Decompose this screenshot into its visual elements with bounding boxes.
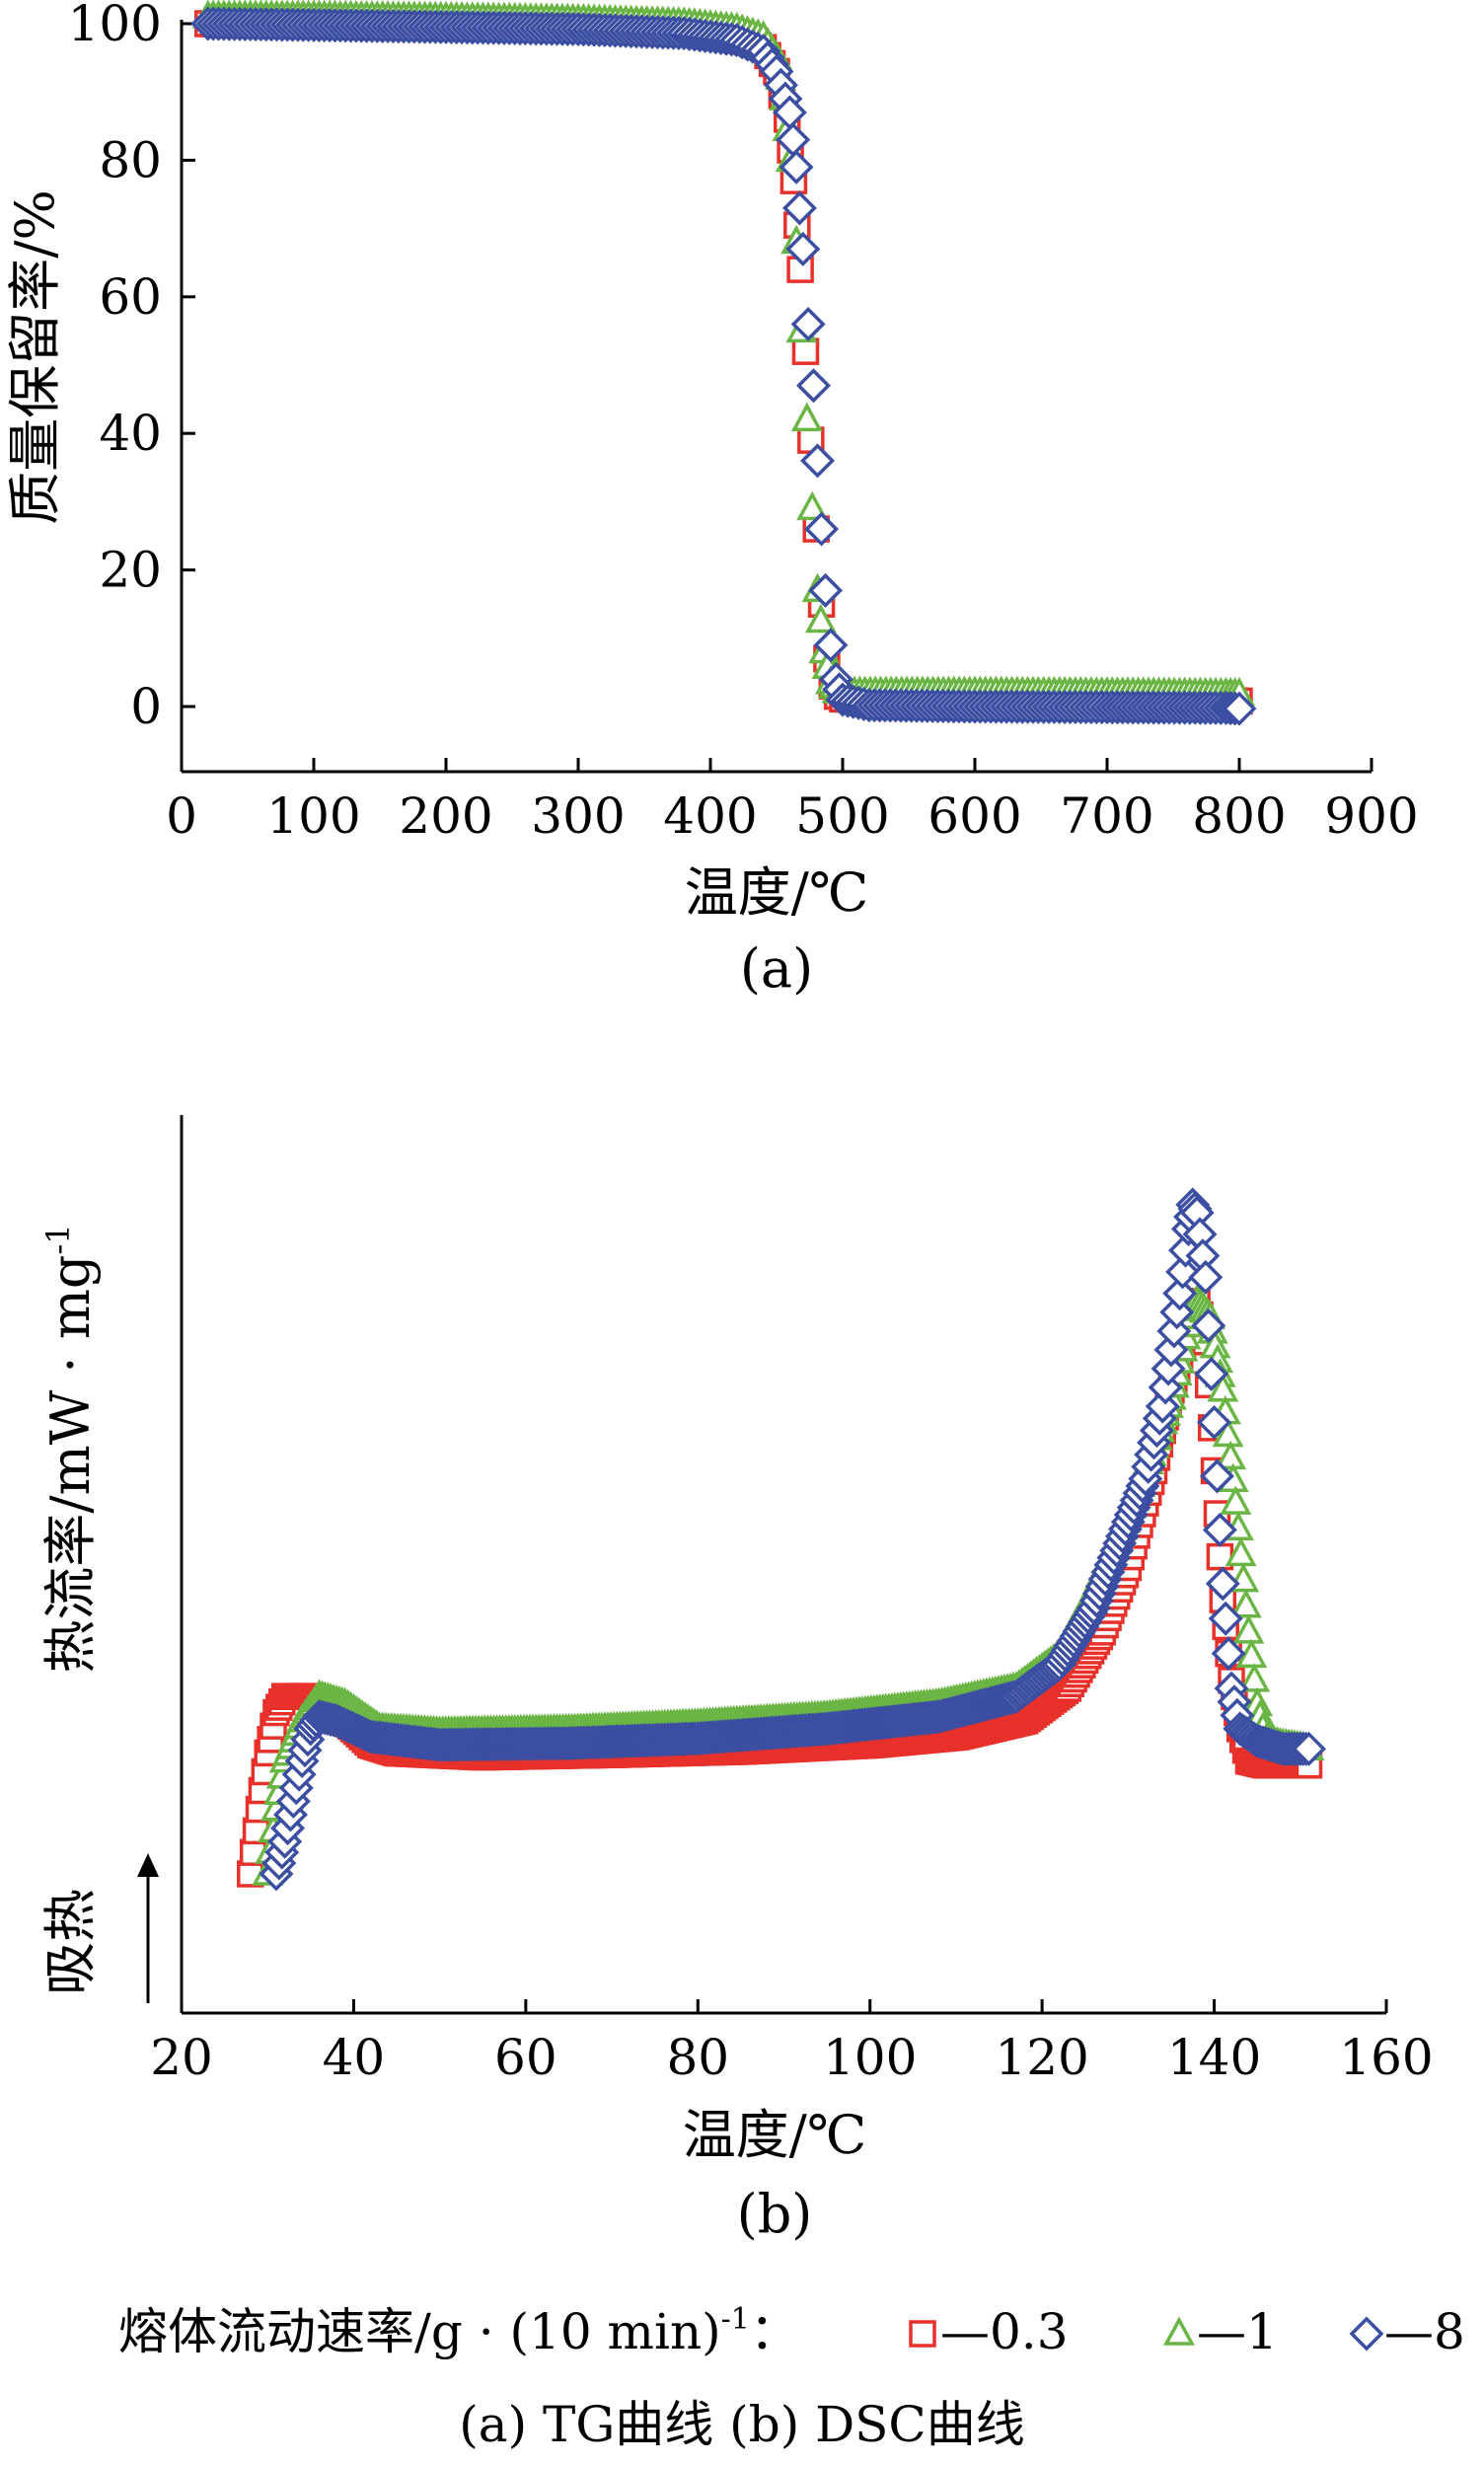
x-tick-label: 400 — [663, 787, 757, 845]
panel-b-tick-labels: 20 40 60 80 100 120 140 160 — [150, 2029, 1434, 2086]
data-point — [800, 443, 836, 479]
data-point — [1197, 1404, 1232, 1440]
legend-entries: —0.3 —1 —8 — [909, 2303, 1465, 2360]
panel-b-dsc-chart: 20 40 60 80 100 120 140 160 温度/℃ 热流率/mW · mg-1 … — [39, 1115, 1434, 2245]
data-point — [1202, 1512, 1237, 1547]
legend-entry-0.3: —0.3 — [909, 2303, 1069, 2360]
x-tick-label: 80 — [666, 2029, 729, 2086]
y-tick-label: 40 — [99, 405, 162, 462]
x-tick-label: 800 — [1192, 787, 1286, 845]
legend: 熔体流动速率/g · (10 min)-1： —0.3 —1 —8 — [118, 2302, 1465, 2360]
panel-a-label: (a) — [740, 937, 813, 1000]
series-1 — [191, 0, 1255, 707]
x-tick-label: 20 — [150, 2029, 213, 2086]
panel-b-x-axis-title: 温度/℃ — [683, 2104, 867, 2166]
data-point — [804, 603, 837, 634]
x-tick-label: 100 — [823, 2029, 917, 2086]
legend-label: —8 — [1384, 2303, 1465, 2360]
data-point — [1194, 1356, 1229, 1391]
x-tick-label: 0 — [166, 787, 197, 845]
legend-entry-1: —1 — [1163, 2303, 1278, 2360]
panel-b-y-axis-title-sup: -1 — [39, 1224, 77, 1254]
data-point — [790, 307, 826, 341]
x-tick-label: 100 — [266, 787, 360, 845]
x-tick-label: 40 — [323, 2029, 386, 2086]
data-point — [1188, 1259, 1224, 1295]
data-point — [1222, 691, 1257, 726]
data-point — [785, 231, 821, 266]
data-point — [813, 628, 849, 663]
legend-marker-square — [909, 2320, 936, 2348]
data-point — [1205, 1566, 1240, 1602]
endotherm-indicator: 吸热 — [39, 1853, 159, 2003]
y-tick-label: 100 — [68, 0, 162, 52]
data-point — [1229, 1589, 1262, 1618]
legend-marker-triangle — [1163, 2316, 1195, 2346]
legend-separator: ： — [750, 2303, 799, 2360]
x-tick-label: 500 — [795, 787, 889, 845]
x-tick-label: 160 — [1339, 2029, 1433, 2086]
series-0.3 — [194, 10, 1253, 715]
data-point — [1162, 1276, 1198, 1311]
figure-caption: (a) TG曲线 (b) DSC曲线 — [459, 2396, 1024, 2453]
data-point — [1207, 1373, 1239, 1402]
x-tick-label: 120 — [995, 2029, 1088, 2086]
panel-a-series — [190, 0, 1257, 726]
panel-a-x-axis-title: 温度/℃ — [685, 861, 869, 924]
x-tick-label: 140 — [1167, 2029, 1261, 2086]
data-point — [791, 337, 820, 365]
data-point — [796, 368, 831, 404]
y-tick-label: 20 — [99, 542, 162, 599]
y-tick-label: 80 — [99, 131, 162, 188]
data-point — [790, 402, 823, 432]
legend-entry-8: —8 — [1349, 2303, 1465, 2360]
series-8 — [259, 1187, 1326, 1892]
legend-marker-diamond — [1349, 2316, 1384, 2352]
data-point — [1292, 1731, 1326, 1766]
data-point — [779, 149, 814, 185]
x-tick-label: 900 — [1324, 787, 1418, 845]
data-point — [1232, 1614, 1265, 1644]
data-point — [1220, 1485, 1252, 1515]
legend-label: —1 — [1197, 2303, 1278, 2360]
y-tick-label: 60 — [99, 268, 162, 326]
data-point — [1208, 1601, 1243, 1636]
panel-a-y-axis-title: 质量保留率/% — [4, 189, 66, 525]
data-point — [1211, 1636, 1246, 1672]
legend-label: —0.3 — [940, 2303, 1069, 2360]
x-tick-label: 60 — [494, 2029, 557, 2086]
panel-a-ticks — [180, 22, 1373, 772]
x-tick-label: 300 — [531, 787, 625, 845]
data-point — [781, 190, 817, 226]
legend-title: 熔体流动速率/g · (10 min)-1： — [118, 2302, 799, 2360]
data-point — [1200, 1458, 1234, 1494]
data-point — [1165, 1254, 1201, 1290]
panel-a-tg-chart: 0 100 200 300 400 500 600 700 800 900 0 20 40 60 80 100… — [4, 0, 1419, 1000]
legend-title-sup: -1 — [721, 2302, 750, 2337]
panel-b-y-axis-title: 热流率/mW · mg-1 — [39, 1224, 102, 1673]
x-tick-label: 200 — [399, 787, 492, 845]
panel-a-tick-labels: 0 100 200 300 400 500 600 700 800 900 0 20 40 60 80 100 — [68, 0, 1419, 845]
series-8 — [190, 6, 1257, 726]
data-point — [1238, 1663, 1271, 1692]
data-point — [808, 572, 844, 608]
panel-b-series — [237, 1187, 1326, 1892]
panel-b-label: (b) — [737, 2183, 813, 2245]
x-tick-label: 600 — [928, 787, 1021, 845]
y-tick-label: 0 — [130, 678, 162, 735]
data-point — [1235, 1638, 1268, 1669]
data-point — [1191, 1307, 1226, 1343]
panel-b-ticks — [180, 1999, 1388, 2013]
x-tick-label: 700 — [1060, 787, 1153, 845]
data-point — [1224, 1536, 1257, 1567]
data-point — [804, 511, 840, 547]
legend-title-main: 熔体流动速率/g · (10 min) — [118, 2303, 721, 2360]
panel-b-y-axis-title-main: 热流率/mW · mg — [39, 1255, 102, 1674]
data-point — [1215, 1440, 1247, 1470]
endotherm-label: 吸热 — [39, 1889, 102, 1995]
endotherm-arrow-head-icon — [137, 1853, 159, 1877]
data-point — [796, 490, 829, 521]
data-point — [1212, 1417, 1244, 1448]
